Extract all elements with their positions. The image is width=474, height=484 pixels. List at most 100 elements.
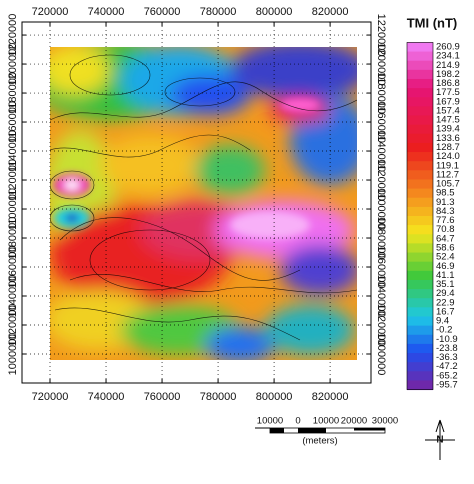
y-tick-label: 1080000 bbox=[7, 217, 19, 260]
y-tick-label: 1120000 bbox=[375, 159, 387, 201]
legend-swatch bbox=[407, 298, 433, 308]
legend-label: 29.4 bbox=[436, 288, 455, 299]
legend-swatch bbox=[407, 179, 433, 190]
legend-label: 119.1 bbox=[436, 160, 459, 171]
y-tick-label: 1020000 bbox=[375, 304, 387, 347]
y-tick-label: 1020000 bbox=[7, 304, 19, 347]
y-tick-label: 1160000 bbox=[7, 101, 19, 143]
legend-title: TMI (nT) bbox=[407, 15, 458, 30]
legend-swatch bbox=[407, 170, 433, 180]
y-tick-label: 1200000 bbox=[7, 43, 19, 86]
legend-label: 128.7 bbox=[436, 142, 460, 153]
legend-label: 84.3 bbox=[436, 206, 455, 217]
legend-swatch bbox=[407, 334, 433, 345]
legend-label: -23.8 bbox=[436, 343, 458, 354]
x-tick-label: 740000 bbox=[88, 6, 125, 18]
legend-label: 260.9 bbox=[436, 42, 460, 53]
y-tick-label: 1000000 bbox=[7, 333, 19, 376]
y-tick-label: 1100000 bbox=[7, 188, 19, 230]
legend-swatch bbox=[407, 270, 433, 281]
legend-swatch bbox=[407, 289, 433, 299]
legend-label: 133.6 bbox=[436, 133, 460, 144]
scale-bar bbox=[255, 427, 386, 434]
y-tick-label: 1000000 bbox=[375, 333, 387, 376]
legend-swatch bbox=[407, 133, 433, 144]
legend-label: 35.1 bbox=[436, 279, 455, 290]
legend-label: 157.4 bbox=[436, 105, 460, 116]
legend-swatch bbox=[407, 152, 433, 162]
legend-label: 124.0 bbox=[436, 151, 460, 162]
x-tick-label: 820000 bbox=[312, 6, 349, 18]
x-tick-label: 780000 bbox=[200, 6, 237, 18]
legend-label: -0.2 bbox=[436, 325, 452, 336]
legend-swatch bbox=[407, 88, 433, 98]
legend-label: -36.3 bbox=[436, 352, 458, 363]
scale-label: 0 bbox=[295, 416, 300, 427]
legend-label: 22.9 bbox=[436, 297, 455, 308]
legend-label: -95.7 bbox=[436, 380, 458, 391]
legend-frame bbox=[406, 42, 434, 390]
scale-label: 30000 bbox=[372, 416, 398, 427]
y-tick-label: 1140000 bbox=[7, 130, 19, 172]
legend-swatch bbox=[407, 325, 433, 336]
x-tick-label: 800000 bbox=[256, 6, 293, 18]
north-label: N bbox=[436, 435, 443, 446]
legend-swatch bbox=[407, 124, 433, 135]
legend-label: 214.9 bbox=[436, 60, 460, 71]
scale-label: 10000 bbox=[257, 416, 283, 427]
legend-swatch bbox=[407, 188, 433, 199]
legend-label: 167.9 bbox=[436, 96, 460, 107]
axes: 720000 720000 740000 740000 760000 760000 7800… bbox=[7, 6, 387, 403]
x-tick-label: 760000 bbox=[144, 6, 181, 18]
legend-label: -10.9 bbox=[436, 334, 458, 345]
legend-label: 58.6 bbox=[436, 242, 455, 253]
legend-swatch bbox=[407, 106, 433, 117]
legend-label: 112.7 bbox=[436, 169, 459, 180]
x-tick-label: 760000 bbox=[144, 391, 181, 403]
legend-swatch bbox=[407, 115, 433, 126]
legend-label: 64.7 bbox=[436, 233, 455, 244]
y-tick-label: 1040000 bbox=[375, 275, 387, 318]
legend-swatch bbox=[407, 161, 433, 171]
legend-swatch bbox=[407, 142, 433, 153]
y-tick-label: 1060000 bbox=[375, 246, 387, 289]
y-tick-label: 1060000 bbox=[7, 246, 19, 289]
scale-label: 10000 bbox=[313, 416, 339, 427]
scale-labels: 10000 0 10000 20000 30000 bbox=[257, 416, 398, 427]
y-tick-label: 1180000 bbox=[375, 72, 387, 114]
legend-swatch bbox=[407, 243, 433, 254]
legend-swatch bbox=[407, 307, 433, 317]
legend-label: 186.8 bbox=[436, 78, 460, 89]
legend: 260.9234.1214.9198.2186.8177.5167.9157.4… bbox=[406, 42, 460, 391]
y-tick-label: 1180000 bbox=[7, 72, 19, 114]
legend-swatch bbox=[407, 316, 433, 327]
scale-label: 20000 bbox=[341, 416, 367, 427]
y-tick-label: 1120000 bbox=[7, 159, 19, 201]
legend-swatch bbox=[407, 69, 433, 80]
legend-label: 147.5 bbox=[436, 115, 460, 126]
legend-swatch bbox=[407, 60, 433, 71]
y-tick-label: 1140000 bbox=[375, 130, 387, 172]
y-tick-label: 1080000 bbox=[375, 217, 387, 260]
map-frame bbox=[21, 21, 372, 384]
legend-swatch bbox=[407, 225, 433, 235]
legend-label: -65.2 bbox=[436, 370, 458, 381]
legend-swatch bbox=[407, 261, 433, 272]
legend-swatch bbox=[407, 51, 433, 62]
scale-unit: (meters) bbox=[302, 436, 337, 447]
x-tick-label: 720000 bbox=[32, 6, 69, 18]
y-tick-label: 1220000 bbox=[375, 14, 387, 57]
legend-swatch bbox=[407, 380, 433, 391]
legend-label: 98.5 bbox=[436, 188, 455, 199]
legend-label: -47.2 bbox=[436, 361, 458, 372]
legend-label: 46.9 bbox=[436, 261, 455, 272]
legend-swatch bbox=[407, 371, 433, 381]
legend-swatch bbox=[407, 234, 433, 244]
north-arrow bbox=[425, 419, 455, 460]
y-tick-label: 1220000 bbox=[7, 14, 19, 57]
legend-swatch bbox=[407, 42, 433, 53]
legend-swatch bbox=[407, 97, 433, 107]
legend-label: 139.4 bbox=[436, 124, 460, 135]
legend-label: 198.2 bbox=[436, 69, 460, 80]
